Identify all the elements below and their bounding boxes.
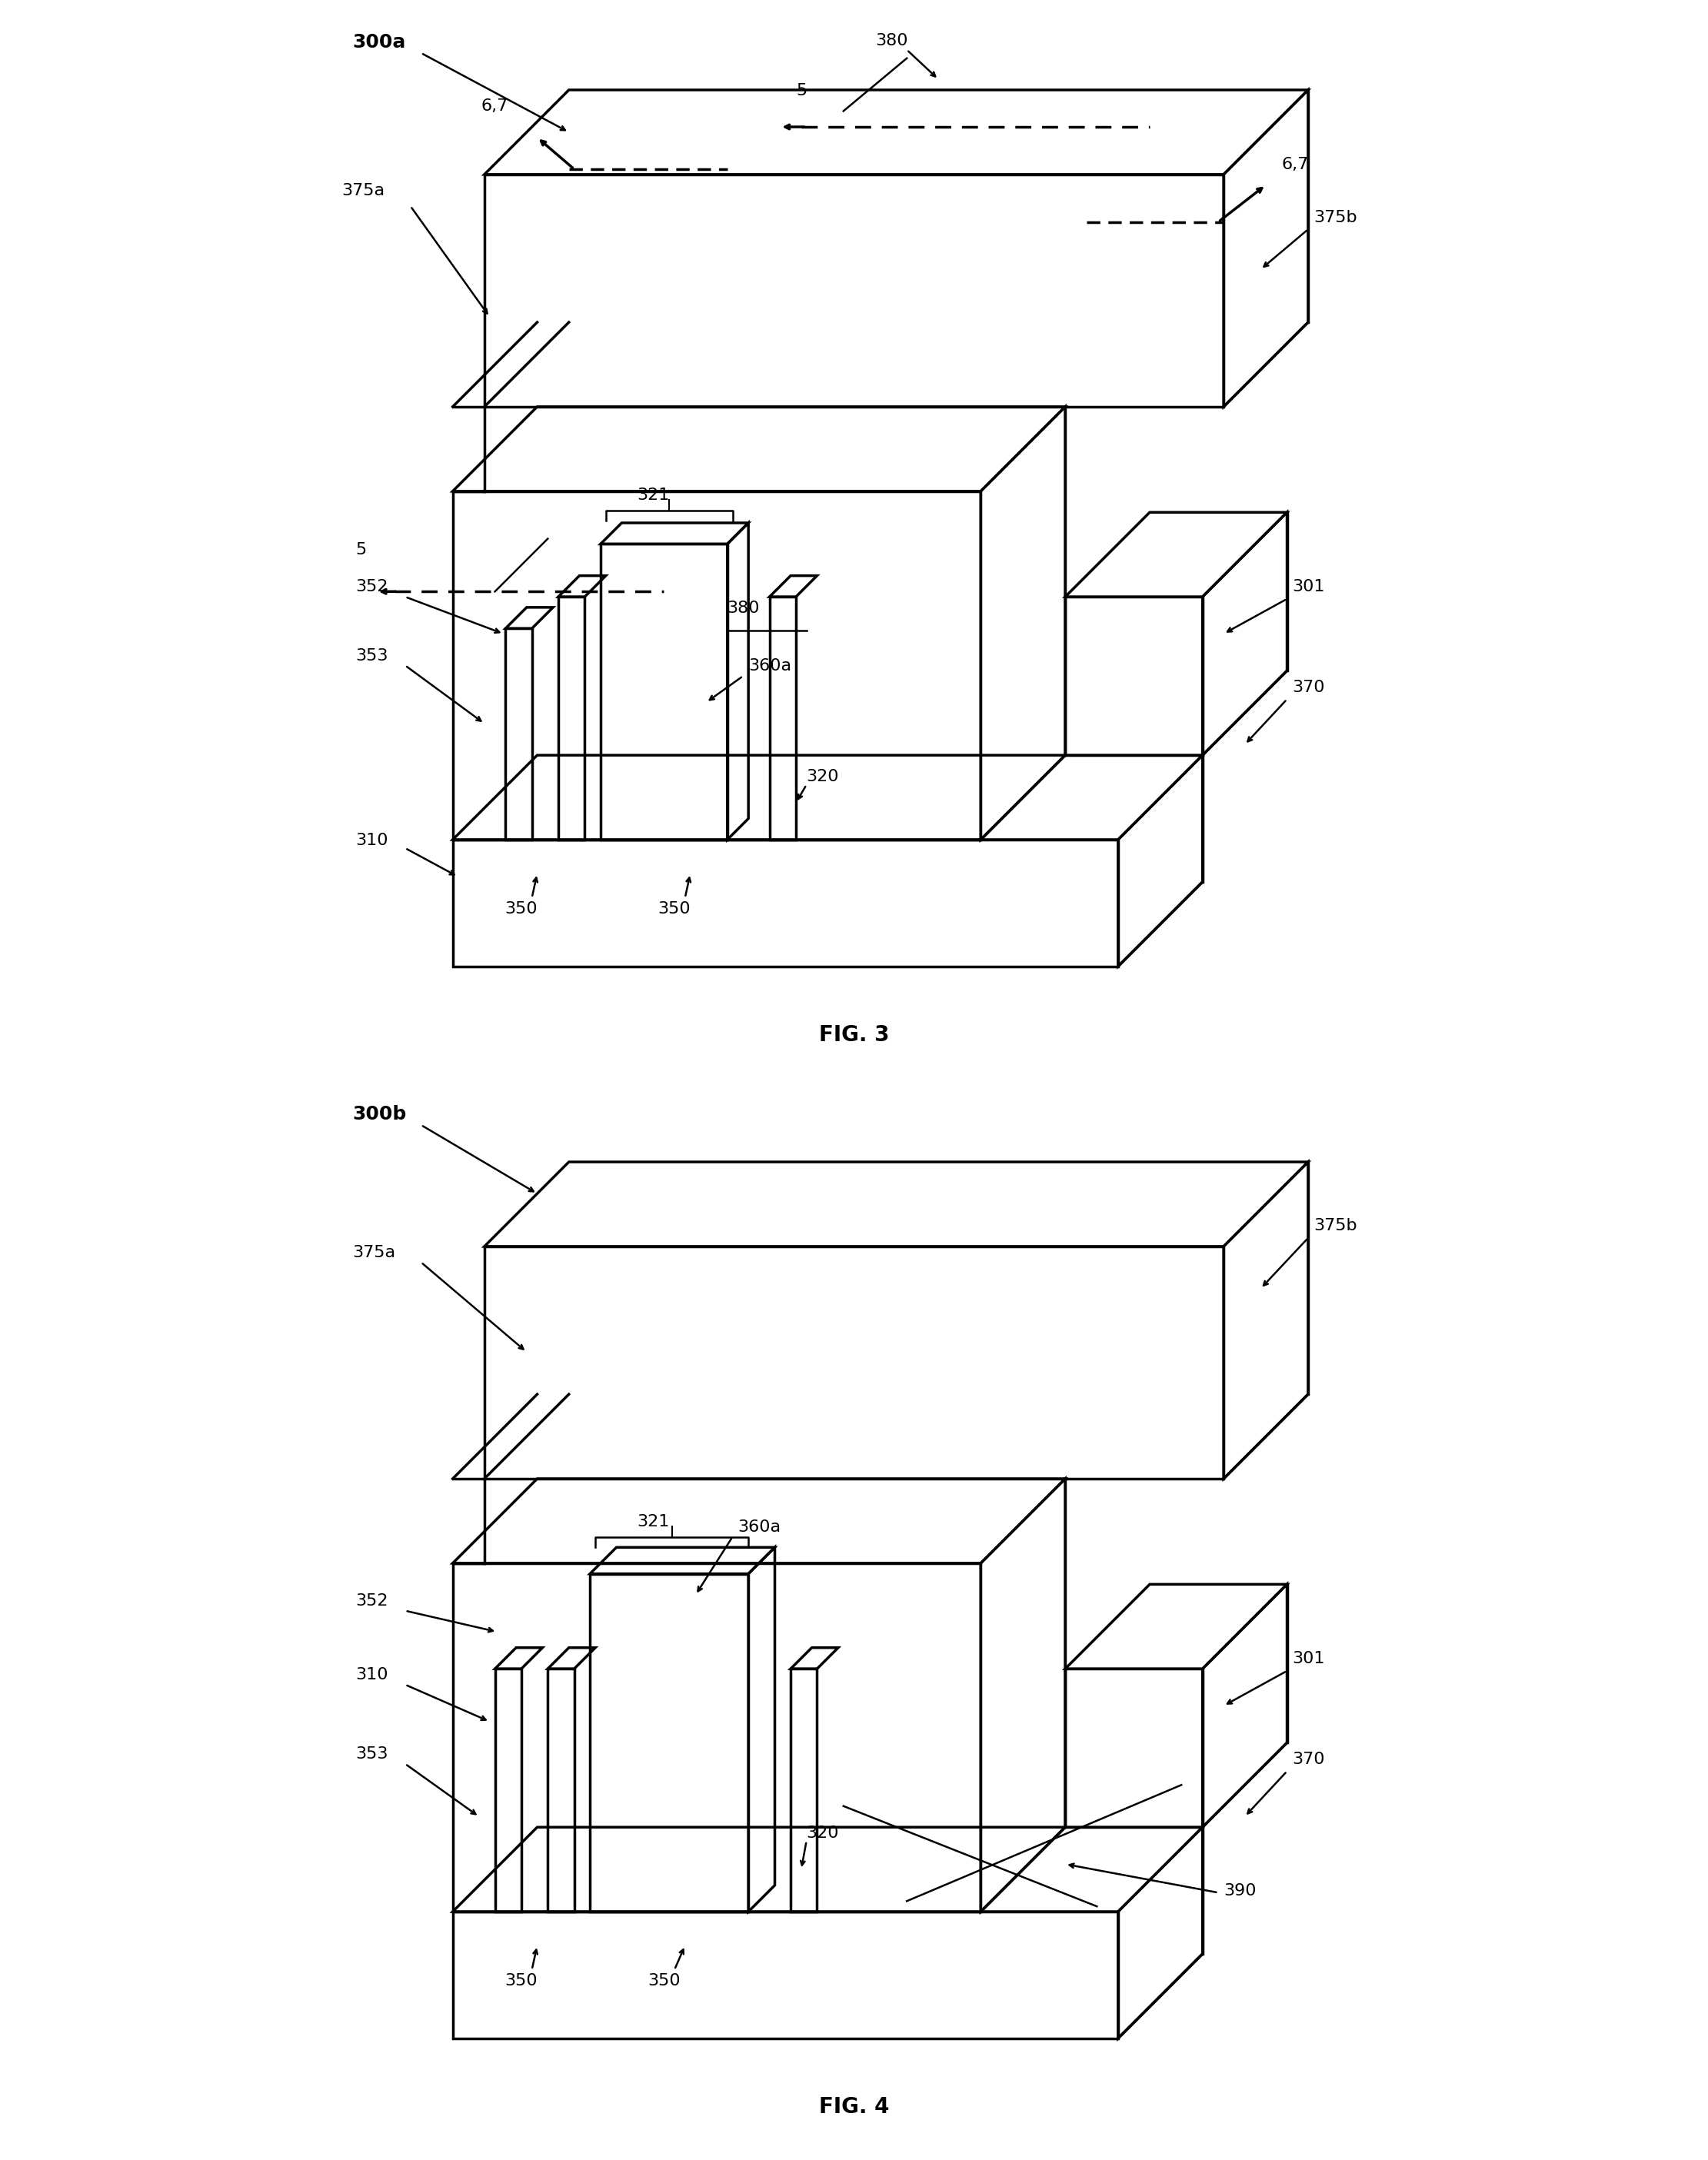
Text: 300b: 300b	[352, 1106, 407, 1123]
Text: 310: 310	[355, 1668, 388, 1683]
Text: 370: 370	[1293, 1752, 1325, 1767]
Text: 6,7: 6,7	[1281, 158, 1308, 173]
Text: 320: 320	[806, 1825, 839, 1840]
Text: 360a: 360a	[748, 659, 791, 674]
Text: FIG. 4: FIG. 4	[818, 2095, 890, 2117]
Text: 350: 350	[506, 901, 538, 916]
Text: 370: 370	[1293, 680, 1325, 696]
Text: 353: 353	[355, 1745, 388, 1763]
Text: 352: 352	[355, 1594, 388, 1609]
Text: 5: 5	[355, 542, 367, 557]
Text: 375b: 375b	[1313, 210, 1356, 225]
Text: 375a: 375a	[342, 184, 384, 199]
Text: 5: 5	[796, 82, 806, 99]
Text: 390: 390	[1223, 1884, 1257, 1899]
Text: FIG. 3: FIG. 3	[818, 1024, 890, 1045]
Text: 301: 301	[1293, 1650, 1325, 1668]
Text: 350: 350	[658, 901, 690, 916]
Text: 6,7: 6,7	[482, 99, 509, 114]
Text: 375a: 375a	[352, 1244, 396, 1259]
Text: 350: 350	[647, 1974, 680, 1989]
Text: 360a: 360a	[738, 1518, 781, 1534]
Text: 320: 320	[806, 769, 839, 784]
Text: 300a: 300a	[352, 32, 407, 52]
Text: 301: 301	[1293, 579, 1325, 594]
Text: 321: 321	[637, 488, 670, 503]
Text: 310: 310	[355, 832, 388, 849]
Text: 321: 321	[637, 1514, 670, 1529]
Text: 375b: 375b	[1313, 1218, 1356, 1233]
Text: 380: 380	[874, 32, 909, 50]
Text: 350: 350	[506, 1974, 538, 1989]
Text: 380: 380	[728, 600, 760, 616]
Text: 352: 352	[355, 579, 388, 594]
Text: 353: 353	[355, 648, 388, 663]
